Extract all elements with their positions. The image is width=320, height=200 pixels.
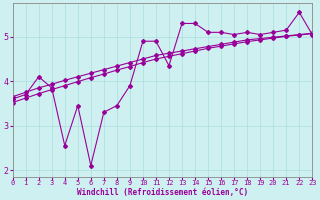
X-axis label: Windchill (Refroidissement éolien,°C): Windchill (Refroidissement éolien,°C) [77,188,248,197]
